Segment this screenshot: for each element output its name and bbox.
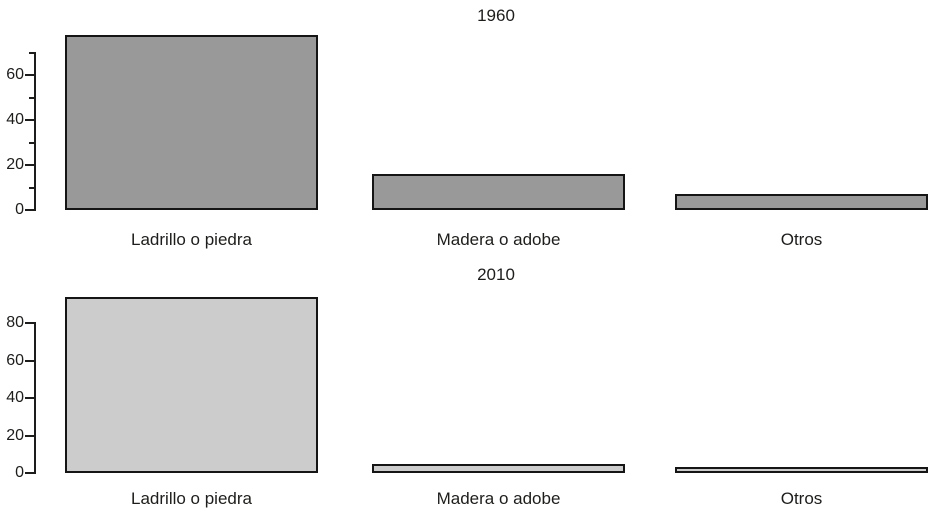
- y-axis-minor-tick: [29, 97, 35, 99]
- category-label: Ladrillo o piedra: [131, 489, 252, 508]
- y-axis-major-tick: [25, 360, 35, 362]
- y-axis-major-tick: [25, 322, 35, 324]
- y-axis-tick-label: 60: [6, 352, 24, 369]
- y-axis-tick-label: 40: [6, 111, 24, 128]
- y-axis-major-tick: [25, 472, 35, 474]
- y-axis-major-tick: [25, 164, 35, 166]
- y-axis-major-tick: [25, 397, 35, 399]
- chart-title: 2010: [477, 265, 515, 284]
- category-label: Otros: [780, 230, 823, 249]
- bar-madera-o-adobe: [372, 174, 625, 210]
- y-axis-tick-label: 60: [6, 66, 24, 83]
- bar-madera-o-adobe: [372, 464, 625, 473]
- chart-title: 1960: [477, 6, 515, 25]
- y-axis-tick-label: 20: [6, 427, 24, 444]
- y-axis-line: [34, 322, 36, 474]
- y-axis-major-tick: [25, 119, 35, 121]
- bar-otros: [675, 194, 928, 210]
- chart-panel-2010: 2010 0 20 40 60 80 Ladrillo o piedra Madera o …: [0, 259, 937, 519]
- y-axis-line: [34, 52, 36, 211]
- y-axis-tick-label: 20: [6, 156, 24, 173]
- bar-ladrillo-o-piedra: [65, 297, 318, 473]
- y-axis-minor-tick: [29, 52, 35, 54]
- category-label: Madera o adobe: [436, 489, 561, 508]
- y-axis-tick-label: 80: [6, 314, 24, 331]
- chart-panel-1960: 1960 0 20 40 60 Ladrillo o piedra Madera o ad…: [0, 0, 937, 259]
- bar-otros: [675, 467, 928, 473]
- y-axis-tick-label: 0: [15, 201, 24, 218]
- bar-ladrillo-o-piedra: [65, 35, 318, 210]
- y-axis-minor-tick: [29, 142, 35, 144]
- y-axis-minor-tick: [29, 187, 35, 189]
- y-axis-tick-label: 0: [15, 464, 24, 481]
- category-label: Madera o adobe: [436, 230, 561, 249]
- y-axis-major-tick: [25, 435, 35, 437]
- category-label: Otros: [780, 489, 823, 508]
- y-axis-major-tick: [25, 209, 35, 211]
- y-axis-tick-label: 40: [6, 389, 24, 406]
- category-label: Ladrillo o piedra: [131, 230, 252, 249]
- y-axis-major-tick: [25, 74, 35, 76]
